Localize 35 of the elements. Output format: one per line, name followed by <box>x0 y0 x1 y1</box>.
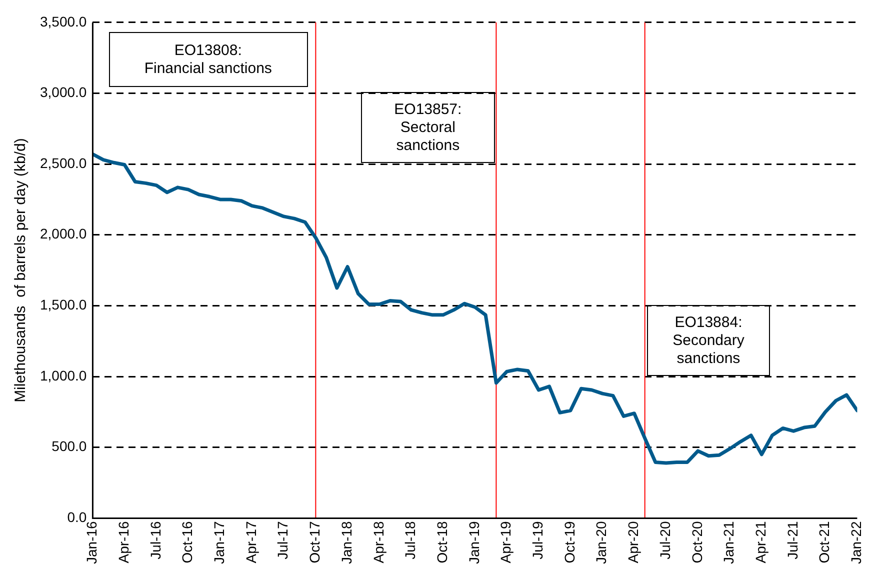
x-tick-label: Jan-18 <box>338 520 354 564</box>
x-tick-label: Apr-19 <box>498 520 514 564</box>
x-tick-label: Oct-16 <box>179 520 196 564</box>
y-tick-label: 2,000.0 <box>40 226 87 242</box>
y-tick-label: 1,000.0 <box>40 367 87 384</box>
x-tick-label: Apr-16 <box>115 520 132 564</box>
x-tick-label: Oct-17 <box>306 520 323 564</box>
x-tick-label: Jul-21 <box>784 520 800 560</box>
x-tick-label: Jul-19 <box>530 520 546 560</box>
y-axis-title: Milethousands of barrels per day (kb/d) <box>12 138 30 402</box>
x-tick-label: Jan-17 <box>210 520 227 564</box>
x-tick-label: Apr-21 <box>752 520 768 564</box>
y-tick-label: 3,500.0 <box>40 13 87 30</box>
annotation: EO13857: Sectoral sanctions <box>394 100 462 155</box>
x-tick-label: Jul-17 <box>274 520 291 560</box>
annotation: EO13808: Financial sanctions <box>144 42 272 78</box>
y-tick-label: 3,000.0 <box>40 84 87 100</box>
x-tick-label: Apr-17 <box>242 520 259 564</box>
x-tick-label: Jan-22 <box>848 520 864 564</box>
y-tick-label: 2,500.0 <box>40 154 87 171</box>
x-tick-label: Oct-20 <box>688 520 705 564</box>
x-tick-label: Oct-19 <box>561 520 578 564</box>
x-tick-label: Apr-18 <box>370 520 386 564</box>
x-tick-label: Jul-18 <box>402 520 418 560</box>
x-tick-label: Jan-20 <box>593 520 610 564</box>
y-tick-label: 1,500.0 <box>40 296 87 313</box>
x-tick-label: Jan-19 <box>466 520 482 564</box>
x-tick-label: Oct-18 <box>434 520 450 564</box>
x-tick-label: Jul-20 <box>656 520 673 560</box>
x-tick-label: Jul-16 <box>147 520 164 560</box>
annotation: EO13884: Secondary sanctions <box>672 314 744 368</box>
x-tick-label: Oct-21 <box>816 520 832 564</box>
x-tick-label: Jan-21 <box>720 520 737 564</box>
y-tick-label: 500.0 <box>52 438 87 454</box>
x-tick-label: Apr-20 <box>625 520 642 564</box>
